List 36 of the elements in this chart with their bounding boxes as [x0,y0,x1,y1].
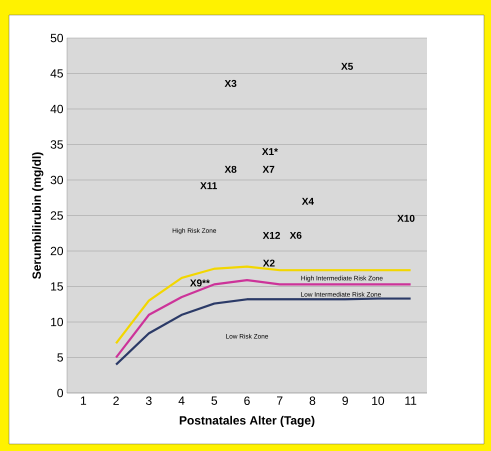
y-tick-label: 50 [50,34,64,42]
y-tick-label: 20 [50,246,64,256]
annotation: X2 [262,260,275,267]
x-tick-label: 9 [342,396,348,405]
x-tick-label: 11 [405,396,416,405]
annotation: X6 [290,232,302,239]
x-tick-label: 6 [244,396,250,405]
annotation: X1* [262,148,278,156]
x-tick-label: 4 [178,396,185,405]
annotation: X3 [224,80,236,87]
annotation: X7 [262,166,274,173]
y-tick-label: 10 [51,318,64,326]
x-axis-title: Postnatales Alter (Tage) [180,416,314,428]
y-axis-title: Serumbilirubin (mg/dl) [32,152,44,279]
x-tick-label: 2 [113,396,119,405]
y-tick-label: 5 [57,353,63,362]
y-tick-label: 30 [50,176,64,184]
annotation: X4 [302,198,314,205]
y-tick-label: 25 [50,211,63,220]
annotation: X9** [190,279,210,286]
x-tick-label: 10 [372,396,384,405]
annotation: X11 [200,182,218,190]
x-tick-label: 8 [310,396,316,405]
x-tick-label: 5 [211,396,218,405]
x-tick-label: 3 [146,396,152,405]
x-tick-label: 1 [80,396,86,405]
y-tick-label: 40 [50,104,64,114]
y-tick-label: 35 [50,140,63,149]
annotation: X10 [397,214,415,222]
y-tick-label: 15 [51,282,63,291]
annotation: X5 [341,62,353,70]
y-tick-label: 0 [57,388,64,398]
annotation: X12 [262,232,280,239]
x-tick-label: 7 [277,396,282,405]
annotation: X8 [224,166,236,173]
y-tick-label: 45 [50,69,63,78]
